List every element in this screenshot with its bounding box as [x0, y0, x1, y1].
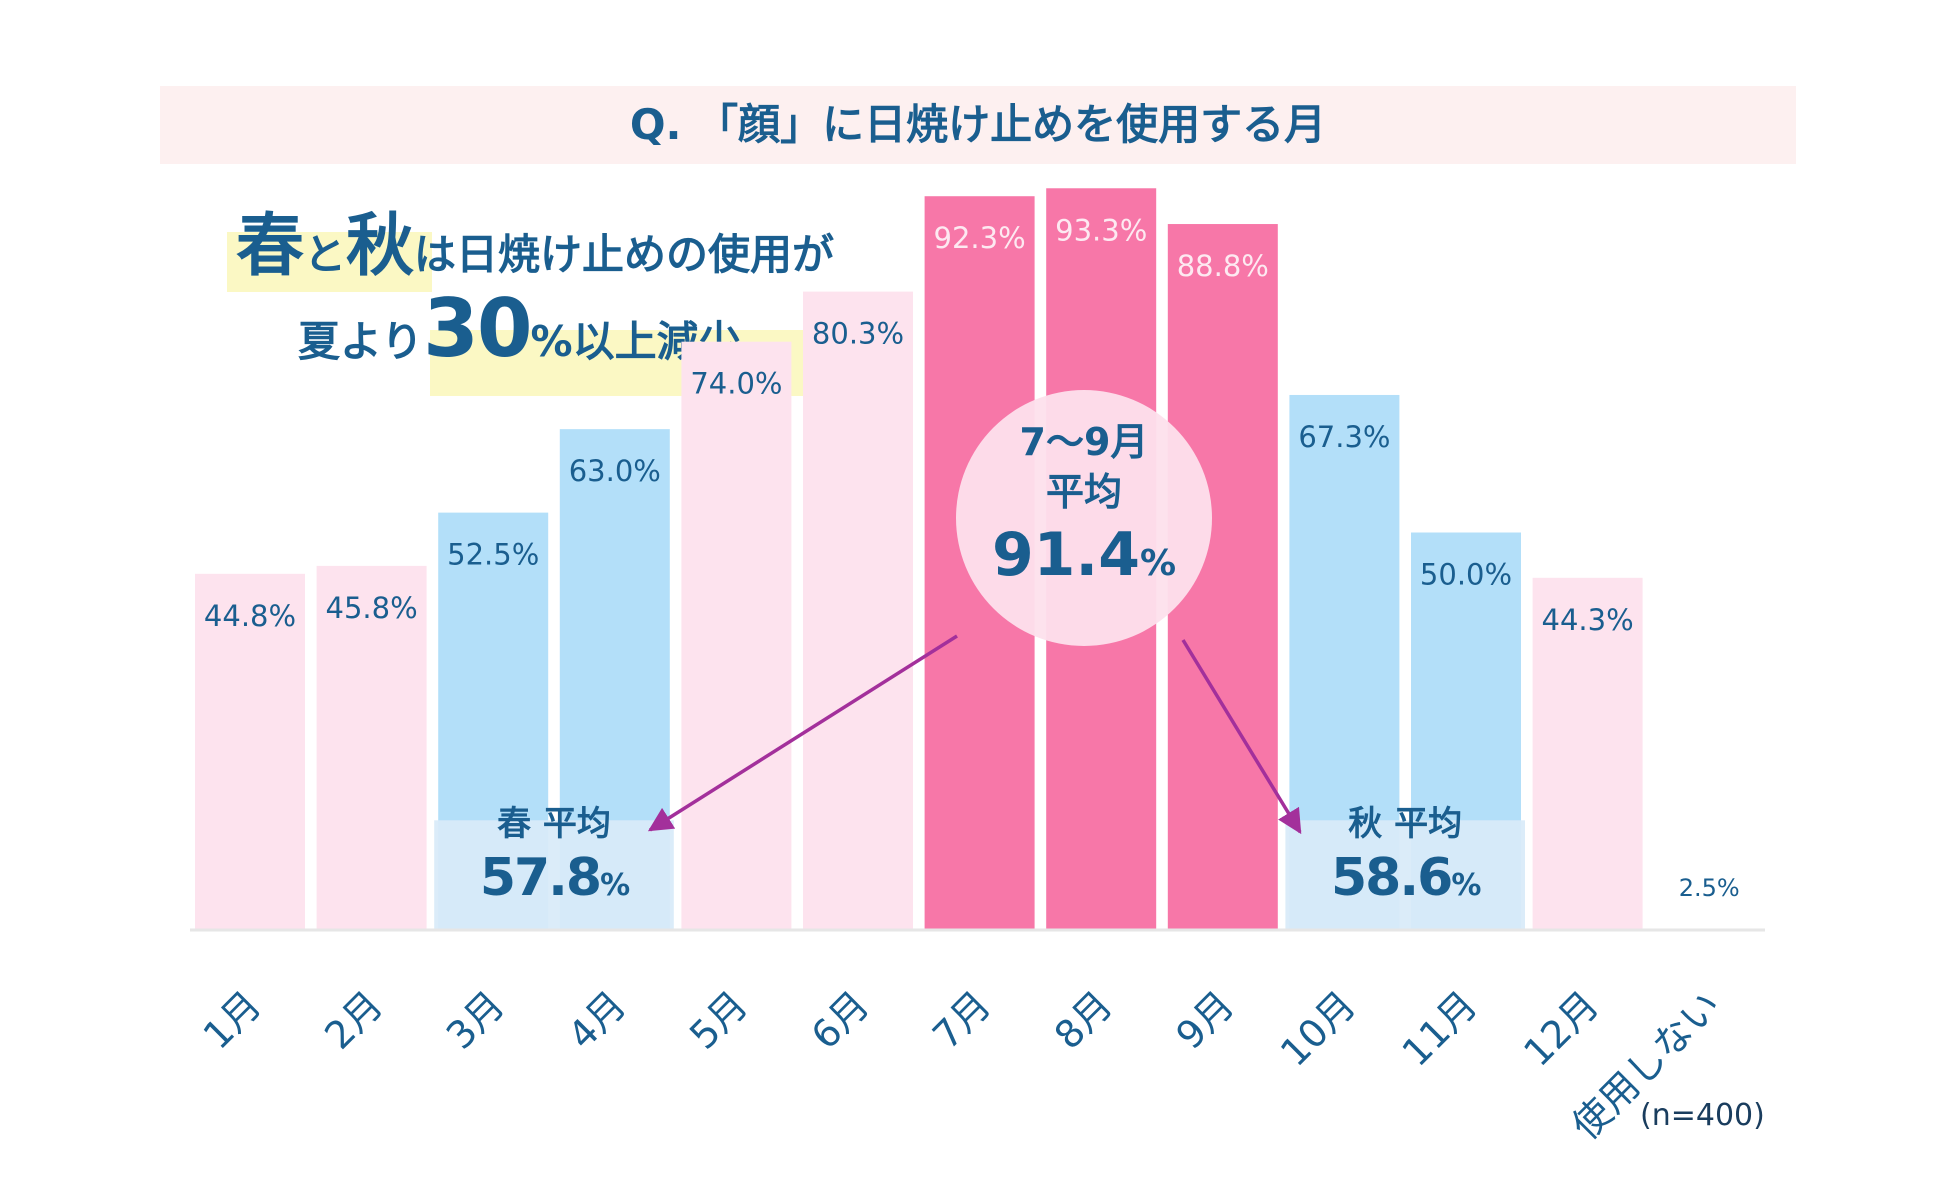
- data-label-12: 44.3%: [1542, 603, 1634, 637]
- x-tick-label-7: 7月: [924, 983, 999, 1058]
- summer-average-period: 7〜9月: [1020, 420, 1149, 464]
- headline-spring: 春: [236, 207, 305, 286]
- arrow-to-autumn: [1181, 639, 1302, 835]
- summer-average-label: 平均: [1046, 470, 1122, 514]
- chart-title: Q. 「顔」に日焼け止めを使用する月: [629, 100, 1327, 149]
- data-label-10: 67.3%: [1298, 420, 1390, 454]
- autumn-average-value: 58.6%: [1331, 848, 1481, 908]
- headline-autumn: 秋: [346, 207, 415, 286]
- summer-average-unit: %: [1140, 543, 1176, 584]
- x-tick-label-1: 1月: [195, 983, 270, 1058]
- autumn-average-panel: [1285, 820, 1525, 930]
- data-label-9: 88.8%: [1177, 249, 1269, 283]
- title-band: [160, 86, 1796, 164]
- data-label-1: 44.8%: [204, 599, 296, 633]
- x-tick-label-6: 6月: [803, 983, 878, 1058]
- x-tick-label-3: 3月: [438, 983, 513, 1058]
- x-tick-label-5: 5月: [681, 983, 756, 1058]
- bar-5: [681, 341, 792, 930]
- bar-1: [195, 573, 305, 930]
- x-tick-label-11: 11月: [1394, 983, 1486, 1075]
- autumn-average-unit: %: [1451, 868, 1481, 903]
- summer-average-circle: [956, 390, 1212, 646]
- data-label-8: 93.3%: [1055, 213, 1147, 247]
- autumn-average-number: 58.6: [1331, 848, 1451, 908]
- x-tick-label-8: 8月: [1046, 983, 1121, 1058]
- x-tick-label-10: 10月: [1272, 983, 1364, 1075]
- spring-average-value: 57.8%: [480, 848, 630, 908]
- data-label-5: 74.0%: [690, 367, 782, 401]
- headline-line-1: 春と秋は日焼け止めの使用が: [236, 190, 834, 289]
- spring-average-number: 57.8: [480, 848, 600, 908]
- x-tick-label-2: 2月: [316, 983, 391, 1058]
- headline-line-2: 夏より30%以上減少: [298, 282, 741, 375]
- spring-average-unit: %: [600, 868, 630, 903]
- autumn-average-label: 秋 平均: [1348, 804, 1462, 844]
- x-tick-label-4: 4月: [560, 983, 635, 1058]
- data-label-6: 80.3%: [812, 317, 904, 351]
- data-label-13: 2.5%: [1679, 874, 1740, 902]
- x-tick-label-12: 12月: [1515, 983, 1607, 1075]
- spring-average-label: 春 平均: [497, 804, 611, 844]
- x-tick-label-9: 9月: [1168, 983, 1243, 1058]
- data-label-4: 63.0%: [569, 454, 661, 488]
- data-label-2: 45.8%: [326, 591, 418, 625]
- headline-than-summer: 夏より: [298, 317, 424, 366]
- data-label-3: 52.5%: [447, 538, 539, 572]
- headline-thirty: 30: [423, 282, 532, 375]
- headline-usage-text: は日焼け止めの使用が: [414, 230, 835, 279]
- sample-size-note: (n=400): [1640, 1098, 1765, 1133]
- arrow-to-spring: [647, 634, 958, 832]
- bar-12: [1532, 577, 1643, 930]
- headline-to: と: [304, 230, 347, 279]
- highlight-spring-autumn: [227, 232, 432, 292]
- spring-average-panel: [434, 820, 674, 930]
- data-label-7: 92.3%: [934, 221, 1026, 255]
- data-label-11: 50.0%: [1420, 558, 1512, 592]
- bar-6: [803, 291, 913, 930]
- summer-average-number: 91.4: [992, 520, 1140, 590]
- summer-average-value: 91.4%: [992, 520, 1176, 590]
- bar-2: [316, 565, 427, 930]
